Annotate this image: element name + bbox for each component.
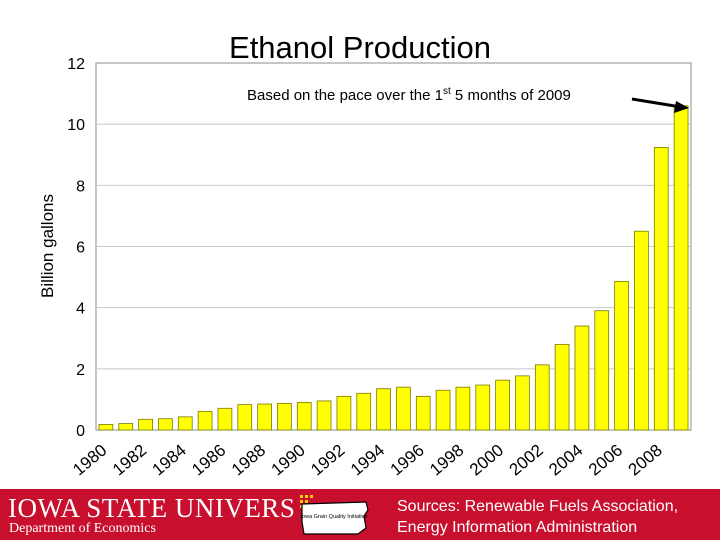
bar-2004 — [574, 325, 590, 431]
x-tick-label: 2008 — [625, 441, 666, 480]
x-tick-label: 1992 — [307, 441, 348, 480]
bar-1990 — [296, 402, 312, 431]
grid-lines — [96, 123, 691, 370]
bar-2009 — [673, 105, 689, 431]
bar-1986 — [217, 407, 233, 431]
bar-2000 — [495, 379, 510, 431]
x-tick-label: 1998 — [426, 441, 467, 480]
bar-1998 — [455, 386, 471, 431]
x-tick-label: 1986 — [188, 441, 229, 480]
bar-2002 — [534, 364, 550, 431]
x-tick-label: 2006 — [585, 441, 626, 480]
x-tick-label: 1982 — [109, 441, 150, 480]
x-tick-label: 1994 — [347, 441, 388, 480]
sources-note: Sources: Renewable Fuels Association, En… — [397, 496, 678, 538]
bar-1996 — [415, 395, 431, 431]
y-tick-label: 8 — [76, 178, 85, 195]
bar-1993 — [356, 392, 372, 431]
x-axis-ticks: 1980198219841986198819901992199419961998… — [69, 441, 666, 480]
bar-1980 — [98, 424, 114, 431]
bar-1982 — [138, 418, 153, 431]
y-tick-label: 12 — [67, 56, 85, 73]
annotation-arrow — [631, 97, 689, 113]
bar-1991 — [316, 400, 332, 431]
bar-1997 — [435, 389, 451, 431]
bar-1994 — [376, 388, 391, 431]
y-axis-label: Billion gallons — [38, 194, 57, 298]
x-tick-label: 2004 — [545, 441, 586, 480]
chart-title: Ethanol Production — [229, 30, 491, 65]
sources-line-2: Energy Information Administration — [397, 519, 638, 536]
bar-2001 — [515, 375, 530, 431]
x-tick-label: 1984 — [149, 441, 190, 480]
bar-2003 — [554, 343, 570, 431]
department-name: Department of Economics — [9, 521, 156, 536]
bar-series — [98, 105, 689, 431]
chart-annotation: Based on the pace over the 1st 5 months … — [247, 86, 571, 104]
y-tick-label: 0 — [76, 423, 85, 440]
bar-1987 — [237, 404, 253, 431]
y-tick-label: 4 — [76, 301, 85, 318]
bar-1989 — [277, 402, 292, 431]
logo-text: Iowa Grain Quality Initiative — [301, 514, 368, 520]
y-tick-label: 6 — [76, 240, 85, 257]
bar-1999 — [475, 384, 491, 431]
bar-1981 — [118, 423, 134, 431]
x-tick-label: 1996 — [387, 441, 428, 480]
bar-2006 — [614, 280, 629, 431]
y-tick-label: 10 — [67, 117, 85, 134]
bar-1983 — [158, 418, 173, 431]
bar-1984 — [177, 416, 193, 431]
y-axis-ticks: 0 2 4 6 8 10 12 — [67, 56, 85, 440]
x-tick-label: 2002 — [506, 441, 547, 480]
x-tick-label: 1980 — [69, 441, 110, 480]
bar-2007 — [634, 230, 649, 431]
bar-2008 — [653, 147, 669, 431]
y-tick-label: 2 — [76, 362, 85, 379]
bar-2005 — [594, 310, 610, 431]
x-tick-label: 2000 — [466, 441, 507, 480]
bar-1988 — [257, 403, 272, 431]
x-tick-label: 1988 — [228, 441, 269, 480]
bar-1992 — [336, 395, 352, 431]
sources-line-1: Sources: Renewable Fuels Association, — [397, 498, 679, 515]
bar-1985 — [197, 410, 213, 431]
x-tick-label: 1990 — [268, 441, 309, 480]
bar-1995 — [396, 386, 411, 431]
grain-quality-logo: Iowa Grain Quality Initiative — [296, 492, 376, 538]
university-name: IOWA STATE UNIVERSITY — [8, 493, 342, 523]
